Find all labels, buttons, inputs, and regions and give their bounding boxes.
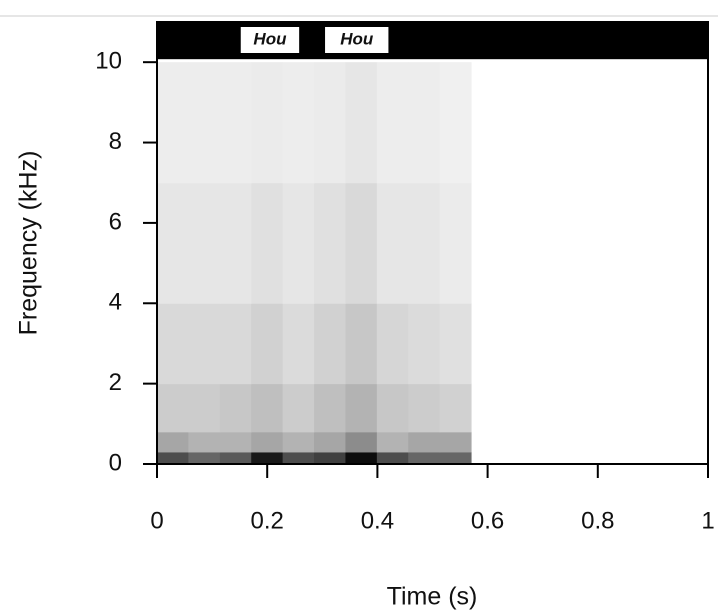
spectrogram-cell bbox=[157, 182, 189, 304]
spectrogram-cell bbox=[219, 383, 252, 433]
y-tick-label: 4 bbox=[109, 289, 122, 316]
spectrogram-cell bbox=[219, 182, 252, 304]
x-axis-title: Time (s) bbox=[387, 583, 478, 611]
spectrogram-cell bbox=[282, 62, 315, 184]
spectrogram-cell bbox=[376, 451, 409, 465]
spectrogram-cell bbox=[376, 383, 409, 433]
spectrogram-cell bbox=[408, 182, 441, 304]
spectrogram-cell bbox=[314, 383, 346, 433]
annotation-label: Hou bbox=[340, 29, 374, 48]
spectrogram-cell bbox=[345, 182, 378, 304]
spectrogram-cell bbox=[314, 182, 346, 304]
spectrogram-cell bbox=[188, 182, 221, 304]
spectrogram-cell bbox=[439, 383, 472, 433]
spectrogram-cell bbox=[219, 451, 252, 465]
spectrogram-cell bbox=[251, 451, 284, 465]
spectrogram-cell bbox=[376, 431, 409, 453]
annotation-box bbox=[325, 27, 389, 53]
spectrogram-cell bbox=[439, 62, 472, 184]
x-tick-label: 0 bbox=[150, 507, 163, 534]
x-tick-label: 0.4 bbox=[361, 507, 394, 534]
spectrogram-cell bbox=[408, 62, 441, 184]
y-tick-label: 8 bbox=[109, 128, 122, 155]
spectrogram-cell bbox=[376, 303, 409, 385]
x-tick-label: 0.8 bbox=[581, 507, 614, 534]
spectrogram-cell bbox=[251, 182, 284, 304]
spectrogram-cell bbox=[345, 383, 378, 433]
spectrogram-cell bbox=[408, 451, 441, 465]
spectrogram-cell bbox=[408, 303, 441, 385]
spectrogram-cell bbox=[314, 431, 346, 453]
spectrogram-cell bbox=[251, 62, 284, 184]
spectrogram-cell bbox=[282, 451, 315, 465]
spectrogram-cell bbox=[282, 182, 315, 304]
y-axis-title: Frequency (kHz) bbox=[15, 151, 43, 336]
x-tick-label: 0.2 bbox=[251, 507, 284, 534]
spectrogram-cell bbox=[157, 431, 189, 453]
spectrogram-cell bbox=[314, 303, 346, 385]
spectrogram-cell bbox=[188, 303, 221, 385]
y-tick-label: 6 bbox=[109, 208, 122, 235]
spectrogram-cell bbox=[345, 431, 378, 453]
spectrogram-cell bbox=[219, 62, 252, 184]
spectrogram-cell bbox=[251, 383, 284, 433]
spectrogram-cell bbox=[408, 383, 441, 433]
spectrogram-cell bbox=[282, 383, 315, 433]
spectrogram-cell bbox=[439, 303, 472, 385]
y-tick-label: 2 bbox=[109, 369, 122, 396]
spectrogram-cell bbox=[408, 431, 441, 453]
spectrogram-cell bbox=[314, 62, 346, 184]
spectrogram-cell bbox=[439, 182, 472, 304]
plot-frame bbox=[156, 21, 709, 465]
spectrogram-cell bbox=[219, 303, 252, 385]
annotation-box bbox=[240, 27, 300, 53]
spectrogram-cell bbox=[188, 62, 221, 184]
spectrogram-cell bbox=[282, 303, 315, 385]
spectrogram-cell bbox=[188, 383, 221, 433]
annotation-label: Hou bbox=[253, 29, 287, 48]
spectrogram-cell bbox=[439, 451, 472, 465]
annotation-band bbox=[157, 22, 708, 60]
spectrogram-cell bbox=[157, 62, 189, 184]
spectrogram-cell bbox=[345, 451, 378, 465]
x-tick-label: 0.6 bbox=[471, 507, 504, 534]
spectrogram-cell bbox=[376, 62, 409, 184]
spectrogram-cell bbox=[157, 383, 189, 433]
spectrogram-cell bbox=[251, 431, 284, 453]
spectrogram-cell bbox=[282, 431, 315, 453]
spectrogram-cell bbox=[376, 182, 409, 304]
spectrogram-cell bbox=[188, 451, 221, 465]
spectrogram-cell bbox=[157, 451, 189, 465]
spectrogram-cell bbox=[188, 431, 221, 453]
spectrogram-cell bbox=[345, 303, 378, 385]
spectrogram-cell bbox=[219, 431, 252, 453]
y-tick-label: 0 bbox=[109, 449, 122, 476]
spectrogram-cell bbox=[157, 303, 189, 385]
spectrogram-cell bbox=[345, 62, 378, 184]
spectrogram-cell bbox=[314, 451, 346, 465]
spectrogram-cell bbox=[251, 303, 284, 385]
x-tick-label: 1 bbox=[701, 507, 714, 534]
spectrogram-cell bbox=[439, 431, 472, 453]
y-tick-label: 10 bbox=[95, 48, 122, 75]
